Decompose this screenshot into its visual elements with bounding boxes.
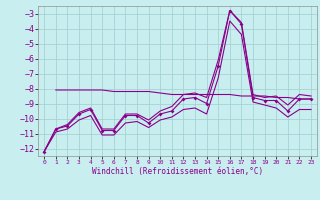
X-axis label: Windchill (Refroidissement éolien,°C): Windchill (Refroidissement éolien,°C) bbox=[92, 167, 263, 176]
